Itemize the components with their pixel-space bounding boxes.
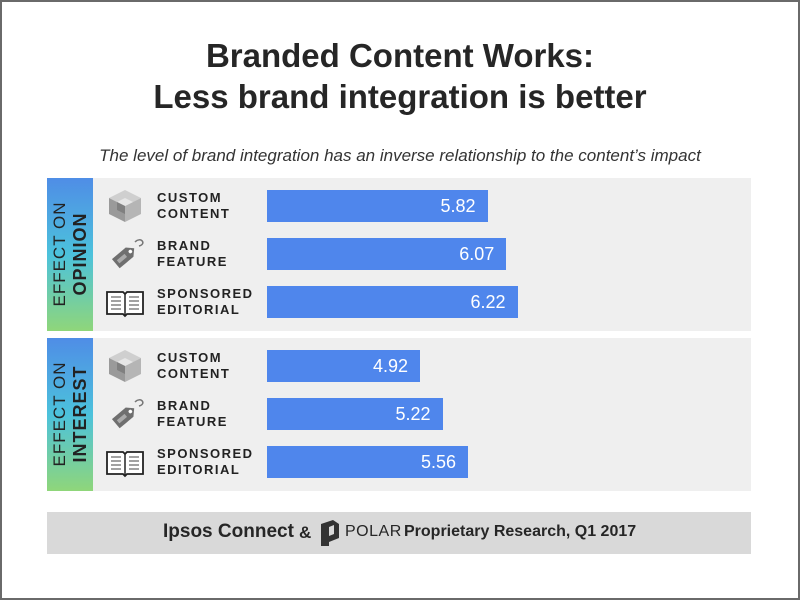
- category-label: CUSTOM CONTENT: [157, 190, 267, 222]
- bar: 5.82: [267, 190, 488, 222]
- category-label-line: BRAND: [157, 238, 212, 253]
- category-label-line: SPONSORED: [157, 286, 254, 301]
- category-label: BRAND FEATURE: [157, 398, 267, 430]
- category-label-line: CONTENT: [157, 206, 231, 221]
- bar-value-label: 5.22: [395, 404, 431, 424]
- category-label-line: CONTENT: [157, 366, 231, 381]
- bar: 6.22: [267, 286, 518, 318]
- open-book-icon: [105, 444, 145, 480]
- chart-title-line2: Less brand integration is better: [153, 78, 647, 115]
- bar-value-label: 4.92: [372, 356, 408, 376]
- price-tag-icon: [105, 236, 145, 272]
- panel-side-band: EFFECT ON OPINION: [47, 178, 93, 331]
- category-label: BRAND FEATURE: [157, 238, 267, 270]
- chart-title-line1: Branded Content Works:: [205, 37, 595, 74]
- ipsos-connect-logo-text: Ipsos Connect: [163, 521, 294, 542]
- polar-logo-text: POLAR: [345, 523, 402, 540]
- category-label-line: FEATURE: [157, 414, 228, 429]
- bar: 6.07: [267, 238, 507, 270]
- price-tag-icon: [105, 396, 145, 432]
- cube-icon: [105, 348, 145, 384]
- research-credit: Proprietary Research, Q1 2017: [404, 523, 637, 540]
- panel-label-line1: EFFECT ON: [50, 201, 69, 307]
- panel-label-line2: OPINION: [70, 212, 90, 296]
- open-book-icon: [105, 284, 145, 320]
- bar-value-label: 5.82: [440, 196, 476, 216]
- category-label-line: EDITORIAL: [157, 462, 241, 477]
- opinion-panel: EFFECT ON OPINION CUSTOM CONTENT 5.82 BRAND…: [47, 178, 751, 331]
- bar-value-label: 6.22: [470, 292, 506, 312]
- panel-side-label: EFFECT ON OPINION: [50, 201, 90, 306]
- bar: 5.22: [267, 398, 443, 430]
- category-label: CUSTOM CONTENT: [157, 350, 267, 382]
- panel-side-band: EFFECT ON INTEREST: [47, 338, 93, 491]
- cube-icon: [105, 188, 145, 224]
- bar: 5.56: [267, 446, 468, 478]
- category-label-line: EDITORIAL: [157, 302, 241, 317]
- ampersand: &: [299, 523, 312, 542]
- panel-side-label: EFFECT ON INTEREST: [50, 361, 90, 466]
- category-label: SPONSORED EDITORIAL: [157, 286, 267, 318]
- category-label-line: SPONSORED: [157, 446, 254, 461]
- bar-value-label: 5.56: [420, 452, 456, 472]
- footer-bar: Ipsos Connect & POLAR Proprietary Resear…: [47, 512, 751, 554]
- polar-logo-icon: [321, 520, 339, 546]
- panel-label-line2: INTEREST: [70, 365, 90, 463]
- bar-value-label: 6.07: [459, 244, 495, 264]
- category-label: SPONSORED EDITORIAL: [157, 446, 267, 478]
- interest-panel: EFFECT ON INTEREST CUSTOM CONTENT 4.92 BRAN…: [47, 338, 751, 491]
- category-label-line: BRAND: [157, 398, 212, 413]
- panel-label-line1: EFFECT ON: [50, 361, 69, 467]
- category-label-line: CUSTOM: [157, 350, 223, 365]
- bar: 4.92: [267, 350, 420, 382]
- category-label-line: FEATURE: [157, 254, 228, 269]
- chart-subtitle: The level of brand integration has an in…: [99, 146, 701, 165]
- category-label-line: CUSTOM: [157, 190, 223, 205]
